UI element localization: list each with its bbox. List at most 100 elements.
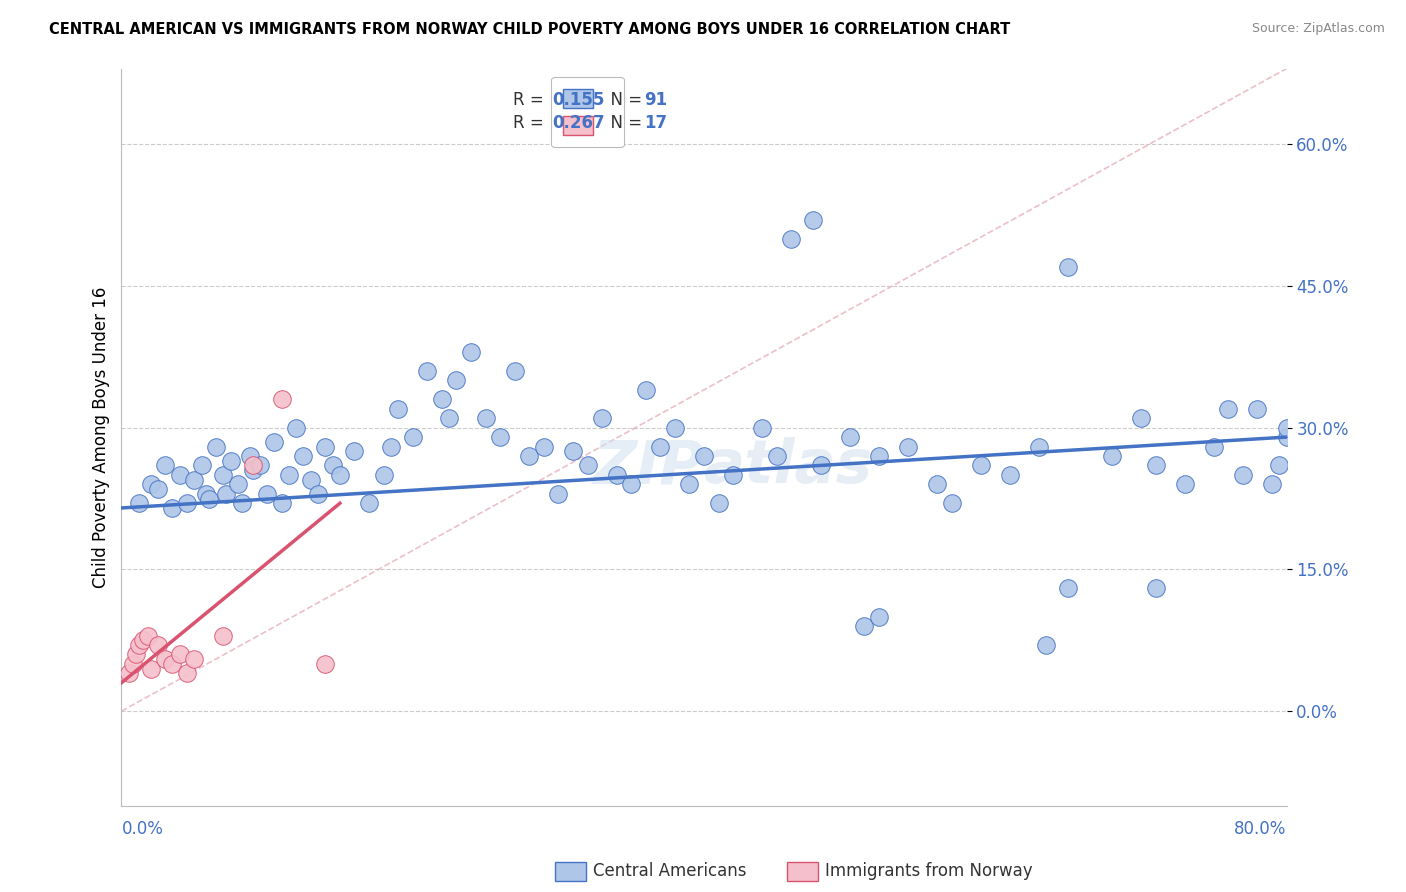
Point: [1261, 477, 1284, 491]
Point: [1174, 477, 1197, 491]
Point: [547, 487, 569, 501]
Point: [1057, 582, 1080, 596]
Point: [437, 411, 460, 425]
Point: [925, 477, 948, 491]
Point: [125, 648, 148, 662]
Point: [620, 477, 643, 491]
Point: [474, 411, 496, 425]
Point: [132, 633, 155, 648]
Point: [146, 638, 169, 652]
Point: [270, 392, 292, 407]
Point: [606, 467, 628, 482]
Point: [357, 496, 380, 510]
Text: CENTRAL AMERICAN VS IMMIGRANTS FROM NORWAY CHILD POVERTY AMONG BOYS UNDER 16 COR: CENTRAL AMERICAN VS IMMIGRANTS FROM NORW…: [49, 22, 1011, 37]
Point: [1028, 440, 1050, 454]
Point: [139, 477, 162, 491]
Point: [707, 496, 730, 510]
Text: R =: R =: [513, 91, 550, 109]
Point: [430, 392, 453, 407]
Point: [128, 496, 150, 510]
Point: [118, 666, 141, 681]
Point: [561, 444, 583, 458]
Point: [693, 449, 716, 463]
Point: [721, 467, 744, 482]
Point: [591, 411, 613, 425]
Text: N =: N =: [600, 91, 648, 109]
Point: [664, 420, 686, 434]
Text: 17: 17: [644, 114, 666, 132]
Point: [634, 383, 657, 397]
Point: [307, 487, 329, 501]
Point: [292, 449, 315, 463]
Text: R =: R =: [513, 114, 550, 132]
Point: [329, 467, 352, 482]
Point: [277, 467, 299, 482]
Point: [868, 609, 890, 624]
Point: [285, 420, 308, 434]
Point: [650, 440, 672, 454]
Point: [1057, 260, 1080, 274]
Point: [219, 453, 242, 467]
Text: ZIP: ZIP: [592, 437, 704, 496]
Point: [517, 449, 540, 463]
Point: [314, 657, 336, 671]
Point: [810, 458, 832, 473]
Point: [838, 430, 860, 444]
Point: [380, 440, 402, 454]
Point: [489, 430, 512, 444]
Point: [162, 500, 184, 515]
Point: [176, 496, 198, 510]
Point: [136, 628, 159, 642]
Point: [169, 467, 191, 482]
Point: [226, 477, 249, 491]
Point: [766, 449, 789, 463]
Point: [139, 662, 162, 676]
Point: [678, 477, 700, 491]
Legend:   ,   : ,: [551, 77, 624, 147]
Point: [183, 473, 205, 487]
Point: [231, 496, 253, 510]
Point: [533, 440, 555, 454]
Point: [314, 440, 336, 454]
Point: [190, 458, 212, 473]
Text: N =: N =: [600, 114, 648, 132]
Point: [242, 458, 264, 473]
Point: [270, 496, 292, 510]
Y-axis label: Child Poverty Among Boys Under 16: Child Poverty Among Boys Under 16: [93, 286, 110, 588]
Point: [387, 401, 409, 416]
Point: [153, 458, 176, 473]
Point: [122, 657, 145, 671]
Point: [176, 666, 198, 681]
Point: [242, 463, 264, 477]
Point: [446, 373, 468, 387]
Point: [212, 467, 235, 482]
Point: [897, 440, 920, 454]
Point: [249, 458, 271, 473]
Point: [460, 345, 482, 359]
Point: [780, 232, 803, 246]
Point: [1275, 420, 1298, 434]
Point: [868, 449, 890, 463]
Point: [194, 487, 217, 501]
Point: [1035, 638, 1057, 652]
Point: [239, 449, 262, 463]
Text: atlas: atlas: [704, 437, 873, 496]
Text: Source: ZipAtlas.com: Source: ZipAtlas.com: [1251, 22, 1385, 36]
Text: 0.155: 0.155: [553, 91, 605, 109]
Point: [1218, 401, 1240, 416]
Point: [1101, 449, 1123, 463]
Point: [198, 491, 221, 506]
Point: [343, 444, 366, 458]
Point: [801, 212, 824, 227]
Point: [941, 496, 963, 510]
Point: [853, 619, 876, 633]
Point: [212, 628, 235, 642]
Text: 91: 91: [644, 91, 666, 109]
Point: [373, 467, 395, 482]
Point: [169, 648, 191, 662]
Point: [1144, 582, 1167, 596]
Point: [183, 652, 205, 666]
Point: [402, 430, 425, 444]
Point: [205, 440, 228, 454]
Point: [128, 638, 150, 652]
